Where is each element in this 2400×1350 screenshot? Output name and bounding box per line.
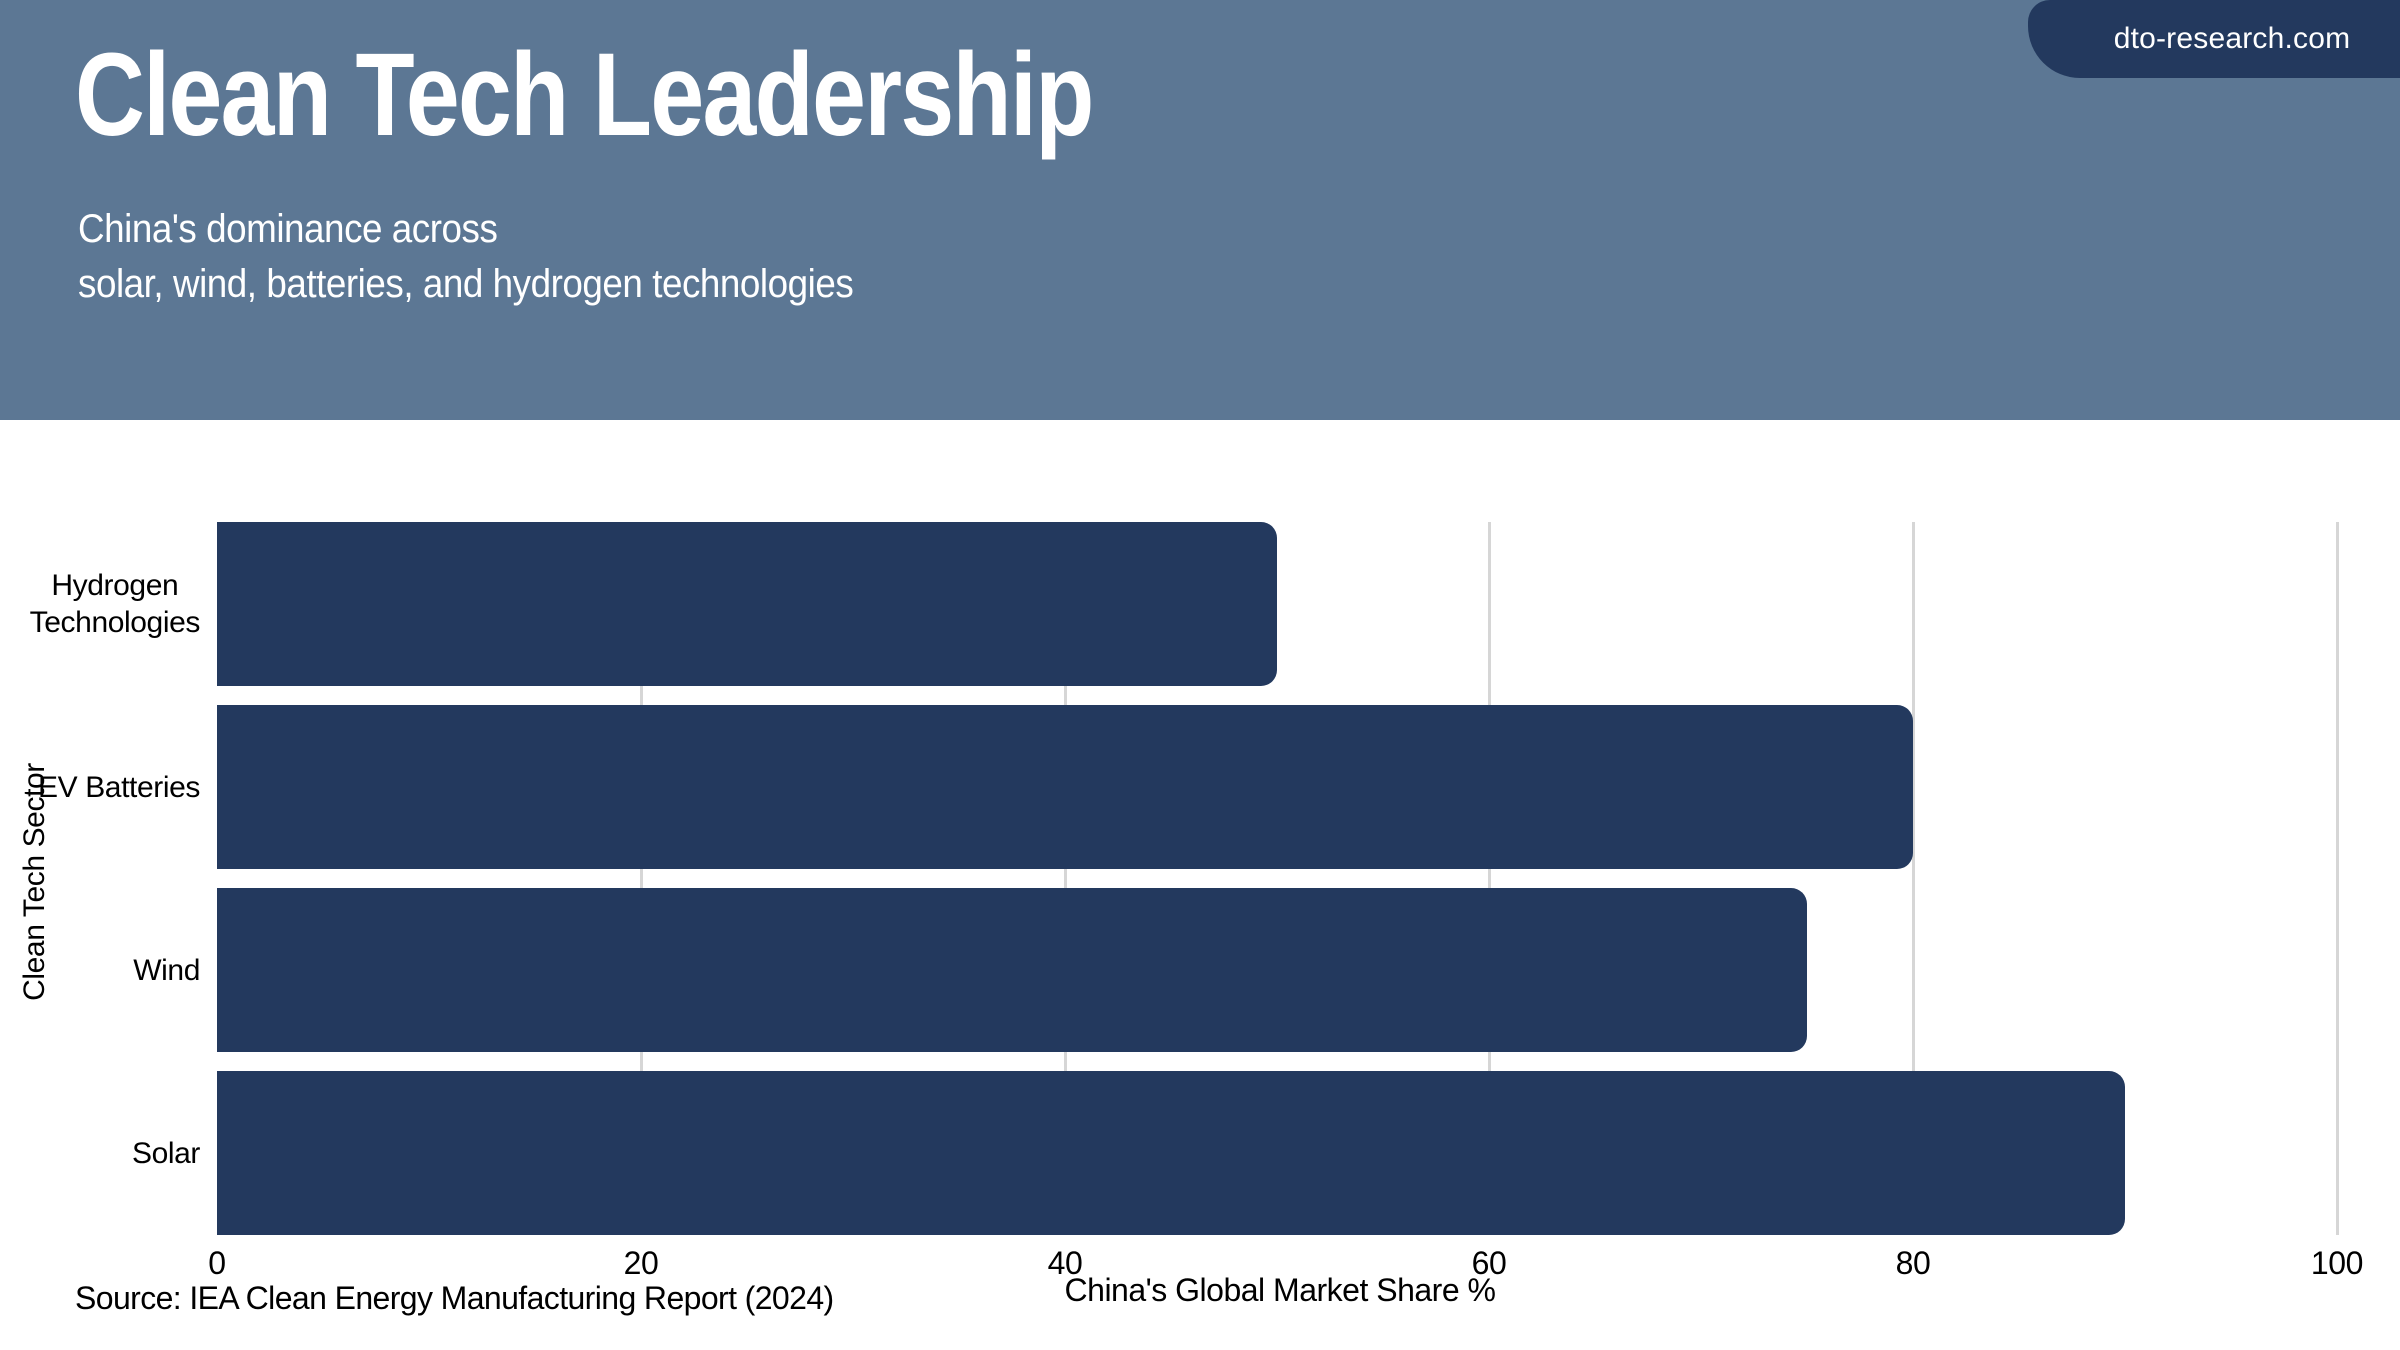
x-tick-80: 80	[1895, 1245, 1931, 1281]
source-note: Source: IEA Clean Energy Manufacturing R…	[75, 1280, 834, 1316]
bar-solar	[217, 1071, 2125, 1235]
gridline-100	[2336, 522, 2339, 1235]
bar-hydrogen-technologies	[217, 522, 1277, 686]
subtitle-line-1: China's dominance across	[78, 207, 498, 251]
x-tick-40: 40	[1047, 1245, 1083, 1281]
y-tick-ev-batteries: EV Batteries	[38, 770, 200, 804]
bar-ev-batteries	[217, 705, 1913, 869]
chart-subtitle: China's dominance across solar, wind, ba…	[78, 202, 854, 312]
header-banner: Clean Tech Leadership China's dominance …	[0, 0, 2400, 420]
subtitle-line-2: solar, wind, batteries, and hydrogen tec…	[78, 262, 854, 306]
gridline-80	[1912, 522, 1915, 1235]
bar-wind	[217, 888, 1807, 1052]
gridline-40	[1064, 522, 1067, 1235]
y-tick-wind: Wind	[133, 953, 200, 987]
x-tick-20: 20	[623, 1245, 659, 1281]
chart-title: Clean Tech Leadership	[75, 29, 1094, 161]
gridline-60	[1488, 522, 1491, 1235]
x-tick-0: 0	[208, 1245, 226, 1281]
x-tick-60: 60	[1471, 1245, 1507, 1281]
gridline-20	[640, 522, 643, 1235]
x-axis-title: China's Global Market Share %	[1064, 1272, 1496, 1308]
site-badge: dto-research.com	[2028, 0, 2400, 78]
site-badge-label: dto-research.com	[2113, 22, 2351, 55]
y-tick-hydrogen-technologies: Hydrogen Technologies	[29, 569, 201, 639]
y-tick-solar: Solar	[131, 1136, 200, 1170]
x-tick-100: 100	[2310, 1245, 2364, 1281]
